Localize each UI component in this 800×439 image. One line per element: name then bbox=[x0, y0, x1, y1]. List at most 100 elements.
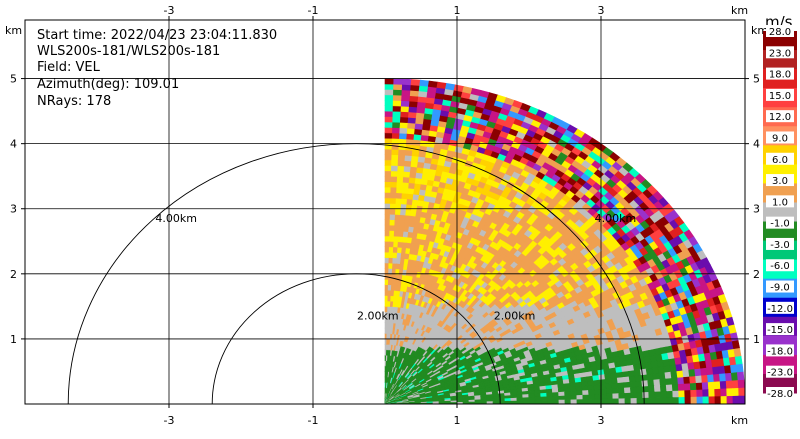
velocity-cell bbox=[405, 155, 412, 161]
velocity-cell bbox=[390, 209, 395, 215]
velocity-cell bbox=[617, 372, 624, 378]
velocity-cell bbox=[402, 95, 411, 101]
velocity-cell bbox=[703, 397, 709, 404]
x-tick-label-top: 3 bbox=[598, 4, 605, 17]
velocity-cell bbox=[385, 296, 388, 302]
velocity-cell bbox=[394, 236, 399, 242]
velocity-cell bbox=[407, 199, 413, 205]
velocity-cell bbox=[630, 387, 636, 393]
velocity-cell bbox=[385, 106, 393, 112]
velocity-cell bbox=[589, 399, 595, 404]
velocity-cell bbox=[553, 396, 559, 400]
velocity-cell bbox=[390, 225, 395, 231]
velocity-cell bbox=[689, 370, 696, 377]
velocity-cell bbox=[547, 393, 553, 397]
velocity-cell bbox=[408, 117, 416, 123]
velocity-cell bbox=[547, 400, 553, 404]
velocity-cell bbox=[636, 387, 642, 393]
velocity-cell bbox=[389, 258, 393, 264]
velocity-cell bbox=[619, 399, 625, 404]
y-tick-label-left: 2 bbox=[10, 268, 17, 281]
velocity-cell bbox=[611, 378, 618, 384]
velocity-cell bbox=[605, 379, 612, 385]
velocity-cell bbox=[411, 85, 420, 91]
velocity-cell bbox=[617, 377, 624, 383]
velocity-cell bbox=[565, 400, 571, 404]
velocity-cell bbox=[395, 209, 401, 215]
velocity-cell bbox=[726, 381, 733, 389]
velocity-cell bbox=[601, 399, 607, 404]
y-tick-label-right: 3 bbox=[753, 203, 760, 216]
velocity-cell bbox=[647, 374, 654, 381]
velocity-cell bbox=[679, 397, 685, 404]
velocity-cell bbox=[393, 122, 401, 128]
velocity-cell bbox=[385, 122, 393, 128]
colorbar-label: 12.0 bbox=[769, 112, 791, 123]
velocity-cell bbox=[697, 390, 703, 397]
velocity-cell bbox=[409, 183, 416, 189]
x-tick-label-bottom: 1 bbox=[454, 414, 461, 427]
velocity-cell bbox=[685, 390, 691, 397]
velocity-cell bbox=[719, 374, 726, 382]
velocity-field bbox=[385, 79, 745, 404]
velocity-cell bbox=[389, 241, 394, 247]
velocity-cell bbox=[583, 395, 589, 400]
velocity-cell bbox=[403, 177, 410, 183]
velocity-cell bbox=[696, 383, 702, 390]
velocity-cell bbox=[612, 388, 618, 394]
velocity-cell bbox=[397, 187, 403, 193]
velocity-cell bbox=[654, 380, 661, 387]
velocity-cell bbox=[691, 397, 697, 404]
x-tick-label-top: 1 bbox=[454, 4, 461, 17]
velocity-cell bbox=[385, 301, 388, 307]
velocity-cell bbox=[624, 382, 631, 388]
velocity-cell bbox=[564, 388, 570, 393]
velocity-cell bbox=[541, 397, 547, 401]
y-tick-label-left: 1 bbox=[10, 333, 17, 346]
y-tick-label-left: 5 bbox=[10, 73, 17, 86]
velocity-cell bbox=[601, 394, 607, 399]
colorbar-label: 1.0 bbox=[772, 197, 788, 208]
velocity-cell bbox=[734, 348, 741, 357]
y-tick-label-right: 5 bbox=[753, 73, 760, 86]
velocity-cell bbox=[391, 182, 397, 188]
velocity-cell bbox=[401, 101, 410, 107]
velocity-cell bbox=[410, 172, 417, 178]
velocity-cell bbox=[404, 171, 411, 177]
velocity-cell bbox=[385, 84, 394, 90]
velocity-cell bbox=[394, 79, 403, 85]
velocity-cell bbox=[559, 396, 565, 400]
velocity-cell bbox=[655, 398, 661, 404]
velocity-cell bbox=[385, 144, 392, 150]
velocity-cell bbox=[535, 401, 541, 405]
velocity-cell bbox=[385, 198, 391, 204]
velocity-cell bbox=[613, 394, 619, 399]
velocity-cell bbox=[385, 117, 393, 123]
velocity-cell bbox=[385, 220, 390, 226]
velocity-cell bbox=[595, 394, 601, 399]
velocity-cell bbox=[660, 385, 666, 392]
velocity-cell bbox=[529, 397, 535, 401]
velocity-cell bbox=[709, 389, 715, 396]
velocity-cell bbox=[523, 398, 529, 401]
velocity-cell bbox=[397, 177, 403, 183]
velocity-cell bbox=[594, 385, 600, 390]
velocity-cell bbox=[605, 374, 612, 380]
velocity-cell bbox=[666, 385, 673, 392]
velocity-cell bbox=[667, 391, 673, 398]
velocity-cell bbox=[385, 203, 390, 209]
velocity-cell bbox=[393, 95, 402, 101]
velocity-cell bbox=[393, 117, 401, 123]
velocity-cell bbox=[401, 112, 409, 118]
velocity-cell bbox=[396, 198, 402, 204]
velocity-cell bbox=[660, 379, 667, 386]
velocity-cell bbox=[390, 203, 396, 209]
velocity-cell bbox=[582, 386, 588, 391]
velocity-cell bbox=[571, 396, 577, 400]
info-line-instrument: WLS200s-181/WLS200s-181 bbox=[37, 44, 220, 59]
info-box: Start time: 2022/04/23 23:04:11.830 WLS2… bbox=[37, 28, 277, 109]
velocity-cell bbox=[391, 171, 398, 177]
velocity-cell bbox=[409, 177, 416, 183]
info-line-azimuth: Azimuth(deg): 109.01 bbox=[37, 77, 179, 92]
